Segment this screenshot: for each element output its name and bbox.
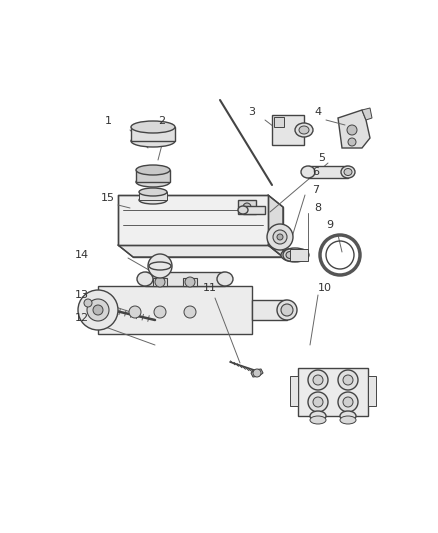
Text: 14: 14: [75, 250, 89, 260]
Circle shape: [338, 370, 358, 390]
Circle shape: [78, 290, 118, 330]
Bar: [368, 376, 376, 406]
Circle shape: [243, 203, 251, 211]
Circle shape: [313, 397, 323, 407]
Bar: [136, 170, 170, 182]
Bar: [290, 249, 308, 261]
Circle shape: [267, 224, 293, 250]
Bar: [153, 278, 167, 286]
Text: 10: 10: [318, 283, 332, 293]
Polygon shape: [268, 195, 283, 257]
Bar: [131, 127, 175, 141]
Text: 8: 8: [314, 203, 321, 213]
Circle shape: [347, 125, 357, 135]
Bar: [272, 115, 304, 145]
Circle shape: [93, 305, 103, 315]
Text: 9: 9: [326, 220, 334, 230]
Text: 4: 4: [314, 107, 321, 117]
Circle shape: [277, 234, 283, 240]
Text: 7: 7: [312, 185, 320, 195]
Polygon shape: [118, 245, 283, 257]
Text: 2: 2: [159, 116, 166, 126]
Circle shape: [148, 254, 172, 278]
Circle shape: [129, 306, 141, 318]
Bar: [238, 200, 256, 214]
Circle shape: [273, 230, 287, 244]
Circle shape: [343, 375, 353, 385]
Ellipse shape: [238, 206, 248, 214]
Bar: [290, 376, 298, 406]
Ellipse shape: [340, 411, 356, 421]
Polygon shape: [251, 369, 263, 377]
Polygon shape: [338, 110, 370, 148]
Text: 13: 13: [75, 290, 89, 300]
Ellipse shape: [149, 262, 171, 270]
Text: 15: 15: [101, 193, 115, 203]
Text: 5: 5: [318, 153, 325, 163]
Bar: [252, 300, 287, 320]
Text: 6: 6: [312, 167, 319, 177]
Circle shape: [184, 306, 196, 318]
Circle shape: [185, 277, 195, 287]
Text: 11: 11: [203, 283, 217, 293]
Circle shape: [308, 392, 328, 412]
Ellipse shape: [286, 252, 294, 259]
Bar: [145, 272, 225, 286]
Ellipse shape: [301, 166, 315, 178]
Circle shape: [154, 306, 166, 318]
Circle shape: [338, 392, 358, 412]
Text: 3: 3: [248, 107, 255, 117]
Polygon shape: [98, 286, 252, 334]
Ellipse shape: [344, 168, 352, 175]
Ellipse shape: [139, 188, 167, 196]
Circle shape: [308, 370, 328, 390]
Ellipse shape: [340, 416, 356, 424]
Ellipse shape: [131, 121, 175, 133]
Ellipse shape: [136, 177, 170, 187]
Circle shape: [313, 375, 323, 385]
Ellipse shape: [310, 411, 326, 421]
Ellipse shape: [217, 272, 233, 286]
Ellipse shape: [277, 300, 297, 320]
Circle shape: [343, 397, 353, 407]
Ellipse shape: [295, 123, 313, 137]
Circle shape: [155, 277, 165, 287]
Bar: [274, 117, 284, 127]
Text: 1: 1: [105, 116, 112, 126]
Bar: [308, 166, 348, 178]
Circle shape: [348, 138, 356, 146]
Ellipse shape: [281, 248, 309, 262]
Ellipse shape: [281, 304, 293, 316]
Bar: [183, 278, 197, 286]
Circle shape: [84, 299, 92, 307]
Circle shape: [253, 369, 261, 377]
Ellipse shape: [341, 166, 355, 178]
Bar: [139, 192, 167, 200]
Ellipse shape: [131, 135, 175, 147]
Ellipse shape: [137, 272, 153, 286]
Bar: [243, 206, 265, 214]
Ellipse shape: [136, 165, 170, 175]
Ellipse shape: [310, 416, 326, 424]
Circle shape: [87, 299, 109, 321]
Text: 12: 12: [75, 313, 89, 323]
Polygon shape: [118, 195, 268, 245]
Polygon shape: [362, 108, 372, 120]
Ellipse shape: [283, 249, 297, 261]
Ellipse shape: [139, 196, 167, 204]
Ellipse shape: [299, 126, 309, 134]
Bar: [298, 368, 368, 416]
